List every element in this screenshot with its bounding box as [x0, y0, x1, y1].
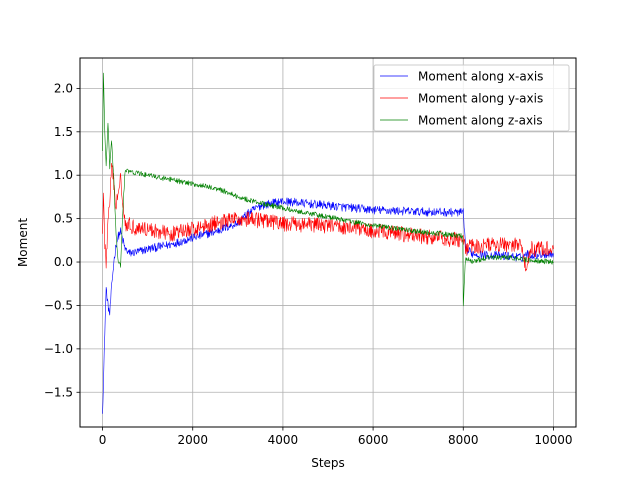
series-line-x	[102, 197, 554, 414]
x-axis-ticks: 0 2000 4000 6000 8000 10000	[99, 427, 573, 447]
legend: Moment along x-axis Moment along y-axis Mo…	[373, 64, 570, 132]
y-axis-ticks: −1.5 −1.0 −0.5 0.0 0.5 1.0 1.5 2.0	[44, 81, 80, 399]
y-tick-label: −0.5	[44, 298, 73, 312]
y-axis-label: Moment	[16, 218, 30, 267]
y-tick-label: 2.0	[54, 81, 73, 95]
y-tick-label: −1.0	[44, 342, 73, 356]
x-tick-label: 8000	[448, 433, 479, 447]
y-tick-label: 0.0	[54, 255, 73, 269]
x-tick-label: 10000	[534, 433, 572, 447]
plot-frame	[79, 57, 577, 428]
x-axis-label: Steps	[311, 456, 345, 470]
x-tick-label: 6000	[358, 433, 389, 447]
legend-label: Moment along y-axis	[418, 92, 543, 106]
y-tick-label: −1.5	[44, 385, 73, 399]
x-tick-label: 4000	[268, 433, 299, 447]
legend-label: Moment along x-axis	[418, 70, 543, 84]
series-line-y	[102, 162, 554, 272]
y-tick-label: 1.0	[54, 168, 73, 182]
series-lines	[102, 72, 554, 414]
y-tick-label: 1.5	[54, 125, 73, 139]
x-tick-label: 2000	[177, 433, 208, 447]
legend-box	[373, 64, 570, 132]
legend-label: Moment along z-axis	[418, 114, 543, 128]
series-line-z	[102, 72, 554, 307]
y-tick-label: 0.5	[54, 212, 73, 226]
x-tick-label: 0	[99, 433, 107, 447]
